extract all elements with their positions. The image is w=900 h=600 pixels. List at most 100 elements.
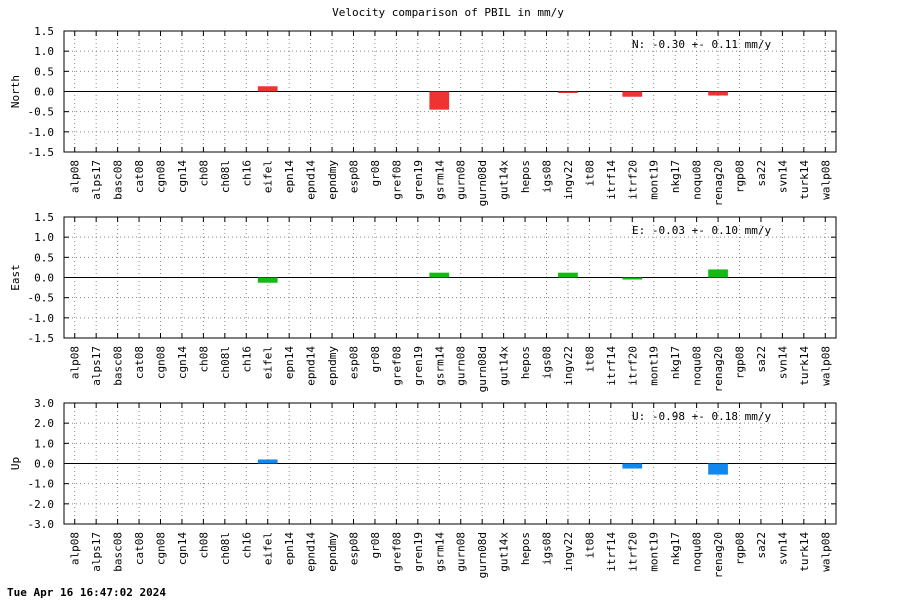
x-tick-label: rgp08 bbox=[734, 160, 747, 193]
x-tick-label: cgn14 bbox=[176, 532, 189, 565]
y-tick-label: -2.0 bbox=[28, 498, 55, 511]
y-tick-label: 0.0 bbox=[34, 86, 54, 99]
x-tick-label: ch16 bbox=[240, 532, 253, 559]
bar-renag20 bbox=[708, 463, 728, 475]
y-tick-label: -1.5 bbox=[28, 146, 55, 159]
timestamp: Tue Apr 16 16:47:02 2024 bbox=[7, 586, 166, 599]
x-tick-label: epndmy bbox=[326, 532, 339, 572]
x-tick-label: gurn08 bbox=[455, 160, 468, 200]
x-tick-label: ch08l bbox=[219, 532, 232, 565]
x-tick-label: gurn08 bbox=[455, 532, 468, 572]
x-tick-label: esp08 bbox=[348, 160, 361, 193]
x-tick-label: epndmy bbox=[326, 346, 339, 386]
x-tick-label: sa22 bbox=[755, 346, 768, 373]
x-tick-label: gref08 bbox=[390, 346, 403, 386]
chart-title: Velocity comparison of PBIL in mm/y bbox=[332, 6, 564, 19]
x-tick-label: cat08 bbox=[133, 346, 146, 379]
x-tick-label: igs08 bbox=[541, 532, 554, 565]
x-tick-label: gsrm14 bbox=[433, 532, 446, 572]
x-tick-label: eifel bbox=[262, 346, 275, 379]
x-tick-label: eifel bbox=[262, 160, 275, 193]
x-tick-label: cat08 bbox=[133, 532, 146, 565]
x-tick-label: renag20 bbox=[712, 532, 725, 578]
x-tick-label: nkg17 bbox=[669, 346, 682, 379]
x-tick-label: rgp08 bbox=[734, 532, 747, 565]
x-tick-label: ingv22 bbox=[562, 532, 575, 572]
panel-north: -1.5 -1.0 -0.5 0.0 0.5 1.0 1.5 alp08 alps17 basc0… bbox=[9, 25, 837, 206]
x-tick-label: esp08 bbox=[348, 532, 361, 565]
x-tick-label: walp08 bbox=[819, 160, 832, 200]
x-tick-label: gurn08d bbox=[476, 346, 489, 392]
x-tick-label: turk14 bbox=[798, 160, 811, 200]
panel-east: -1.5 -1.0 -0.5 0.0 0.5 1.0 1.5 alp08 alps17 basc0… bbox=[9, 211, 837, 392]
y-tick-label: -1.0 bbox=[28, 312, 55, 325]
y-tick-label: -0.5 bbox=[28, 106, 55, 119]
x-tick-label: itrf14 bbox=[605, 346, 618, 386]
x-tick-label: ch08l bbox=[219, 160, 232, 193]
y-tick-label: 1.0 bbox=[34, 231, 54, 244]
x-tick-label: gsrm14 bbox=[433, 160, 446, 200]
x-tick-label: gr08 bbox=[369, 346, 382, 373]
x-tick-label: gurn08d bbox=[476, 160, 489, 206]
x-tick-label: nkg17 bbox=[669, 160, 682, 193]
x-tick-label: epndmy bbox=[326, 160, 339, 200]
x-tick-label: basc08 bbox=[112, 532, 125, 572]
x-tick-label: ch08 bbox=[197, 532, 210, 559]
bar-eifel bbox=[257, 86, 278, 92]
bar-renag20 bbox=[708, 269, 728, 278]
bar-itrf20 bbox=[622, 463, 643, 469]
x-tick-label: epnd14 bbox=[305, 532, 318, 572]
x-tick-label: noqu08 bbox=[691, 160, 704, 200]
x-tick-label: ch16 bbox=[240, 346, 253, 373]
x-tick-label: esp08 bbox=[348, 346, 361, 379]
x-tick-label: cgn14 bbox=[176, 346, 189, 379]
x-tick-label: gut14x bbox=[498, 532, 511, 572]
bar-eifel bbox=[257, 459, 278, 464]
x-tick-label: ch08 bbox=[197, 346, 210, 373]
y-tick-label: 0.5 bbox=[34, 65, 54, 78]
x-tick-label: alps17 bbox=[90, 160, 103, 200]
x-tick-label: ch08l bbox=[219, 346, 232, 379]
x-tick-label: eifel bbox=[262, 532, 275, 565]
y-tick-label: 1.0 bbox=[34, 437, 54, 450]
x-tick-label: sa22 bbox=[755, 160, 768, 187]
x-tick-label: basc08 bbox=[112, 346, 125, 386]
y-tick-label: 1.5 bbox=[34, 25, 54, 38]
y-tick-label: 1.0 bbox=[34, 45, 54, 58]
x-tick-label: epn14 bbox=[283, 346, 296, 379]
y-axis-label: Up bbox=[9, 457, 22, 470]
x-tick-label: hepos bbox=[519, 346, 532, 379]
x-tick-label: epn14 bbox=[283, 160, 296, 193]
x-tick-label: gurn08 bbox=[455, 346, 468, 386]
x-tick-label: mont19 bbox=[648, 160, 661, 200]
x-tick-label: noqu08 bbox=[691, 346, 704, 386]
bar-itrf20 bbox=[622, 277, 643, 280]
x-tick-label: basc08 bbox=[112, 160, 125, 200]
y-tick-label: -1.0 bbox=[28, 126, 55, 139]
bar-eifel bbox=[257, 277, 278, 283]
y-tick-label: -3.0 bbox=[28, 518, 55, 531]
panel-annotation: N: -0.30 +- 0.11 mm/y bbox=[632, 38, 771, 51]
x-tick-label: cgn08 bbox=[155, 160, 168, 193]
x-tick-label: alp08 bbox=[69, 346, 82, 379]
x-tick-label: epn14 bbox=[283, 532, 296, 565]
x-tick-label: gref08 bbox=[390, 160, 403, 200]
y-tick-label: -1.5 bbox=[28, 332, 55, 345]
x-tick-label: cgn08 bbox=[155, 346, 168, 379]
x-tick-label: hepos bbox=[519, 160, 532, 193]
y-tick-label: 1.5 bbox=[34, 211, 54, 224]
x-tick-label: it08 bbox=[583, 160, 596, 187]
x-tick-label: mont19 bbox=[648, 532, 661, 572]
x-tick-label: ingv22 bbox=[562, 160, 575, 200]
x-tick-label: igs08 bbox=[541, 160, 554, 193]
x-tick-label: gref08 bbox=[390, 532, 403, 572]
bar-gsrm14 bbox=[429, 91, 450, 110]
x-tick-label: renag20 bbox=[712, 160, 725, 206]
x-tick-label: alp08 bbox=[69, 532, 82, 565]
x-tick-label: itrf20 bbox=[626, 346, 639, 386]
x-tick-label: gsrm14 bbox=[433, 346, 446, 386]
y-axis-label: East bbox=[9, 264, 22, 291]
x-tick-label: epnd14 bbox=[305, 160, 318, 200]
x-tick-label: mont19 bbox=[648, 346, 661, 386]
